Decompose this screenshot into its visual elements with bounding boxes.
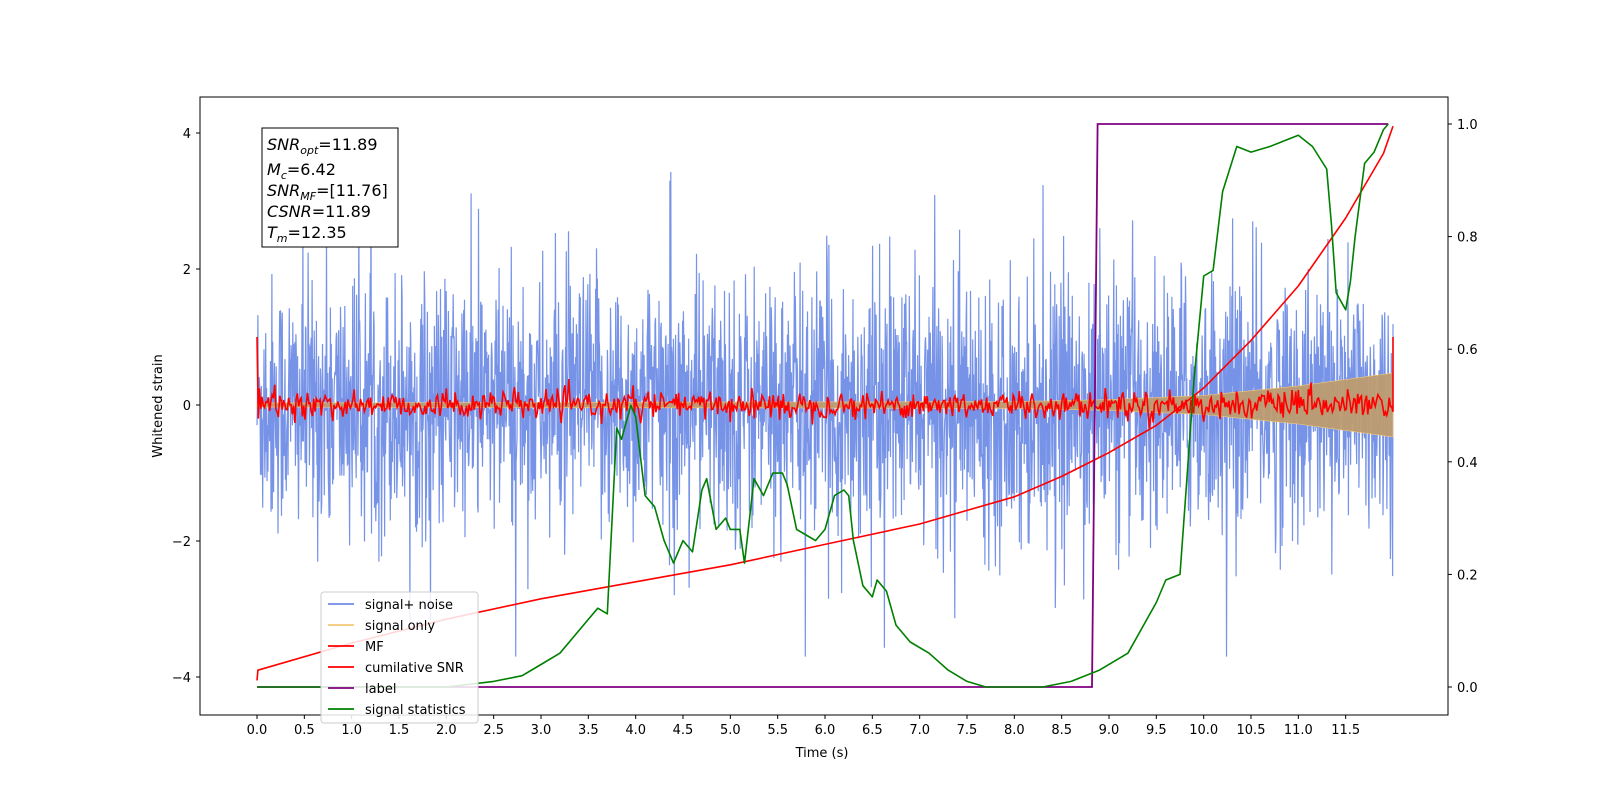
x-tick-label: 3.5 [578, 723, 599, 738]
x-tick-label: 8.0 [1004, 723, 1025, 738]
y-axis-left: 4 2 0 −2 −4 [172, 127, 200, 686]
snr-opt-text: SNRopt=11.89 [267, 135, 378, 157]
x-tick-label: 2.5 [483, 723, 504, 738]
x-tick-label: 1.0 [341, 723, 362, 738]
series-signal-statistics [257, 123, 1389, 688]
x-tick-label: 4.5 [673, 723, 694, 738]
annotation-box-frame [261, 127, 399, 248]
x-tick-label: 2.0 [436, 723, 457, 738]
y-tick-label-left: 2 [183, 263, 191, 278]
y-tick-label-left: 0 [183, 399, 191, 414]
y-tick-label-right: 0.2 [1457, 568, 1478, 583]
snr-mf-text: SNRMF=[11.76] [267, 181, 388, 203]
x-tick-label: 6.0 [815, 723, 836, 738]
y-tick-label-right: 0.4 [1457, 456, 1478, 471]
legend-label: label [365, 682, 396, 697]
mc-text: Mc=6.42 [267, 160, 336, 182]
x-tick-label: 8.5 [1051, 723, 1072, 738]
y-tick-label-right: 0.8 [1457, 231, 1478, 246]
plot-area [256, 123, 1394, 688]
x-tick-label: 3.0 [531, 723, 552, 738]
tm-text: Tm=12.35 [267, 223, 347, 245]
x-tick-label: 6.5 [862, 723, 883, 738]
legend-label: signal+ noise [365, 598, 453, 613]
x-tick-label: 7.0 [909, 723, 930, 738]
x-tick-label: 4.0 [625, 723, 646, 738]
x-tick-label: 10.5 [1237, 723, 1266, 738]
x-tick-label: 11.0 [1284, 723, 1313, 738]
x-tick-label: 11.5 [1331, 723, 1360, 738]
series-label [257, 123, 1389, 688]
legend-frame [320, 591, 479, 724]
legend-label: signal only [365, 619, 435, 634]
y-tick-label-right: 0.6 [1457, 343, 1478, 358]
legend: signal+ noise signal only MF cumilative SNR… [320, 591, 479, 724]
x-tick-label: 5.0 [720, 723, 741, 738]
series-mf [256, 336, 1394, 429]
x-tick-label: 9.0 [1099, 723, 1120, 738]
x-tick-label: 9.5 [1146, 723, 1167, 738]
y-axis-label: Whitened strain [151, 354, 166, 457]
y-tick-label-left: 4 [183, 127, 191, 142]
legend-label: cumilative SNR [365, 661, 464, 676]
y-tick-label-right: 1.0 [1457, 118, 1478, 133]
axes-frame [199, 96, 1449, 716]
legend-label: signal statistics [365, 703, 466, 718]
x-axis-label: Time (s) [795, 746, 849, 761]
csnr-text: CSNR=11.89 [267, 202, 371, 221]
annotation-box: SNRopt=11.89 Mc=6.42 SNRMF=[11.76] CSNR=… [261, 127, 399, 248]
x-tick-label: 7.5 [957, 723, 978, 738]
y-tick-label-left: −2 [172, 535, 191, 550]
x-tick-label: 1.5 [389, 723, 410, 738]
y-tick-label-right: 0.0 [1457, 681, 1478, 696]
series-layer [256, 123, 1394, 688]
x-tick-label: 10.0 [1189, 723, 1218, 738]
x-tick-label: 5.5 [767, 723, 788, 738]
x-tick-label: 0.0 [247, 723, 268, 738]
x-axis: 0.0 0.5 1.0 1.5 2.0 2.5 3.0 3.5 4.0 4.5 5.0 5.5 6.0 6… [247, 715, 1360, 738]
x-tick-label: 0.5 [294, 723, 315, 738]
y-tick-label-left: −4 [172, 671, 191, 686]
legend-label: MF [365, 640, 384, 655]
y-axis-right: 1.0 0.8 0.6 0.4 0.2 0.0 [1448, 118, 1478, 696]
